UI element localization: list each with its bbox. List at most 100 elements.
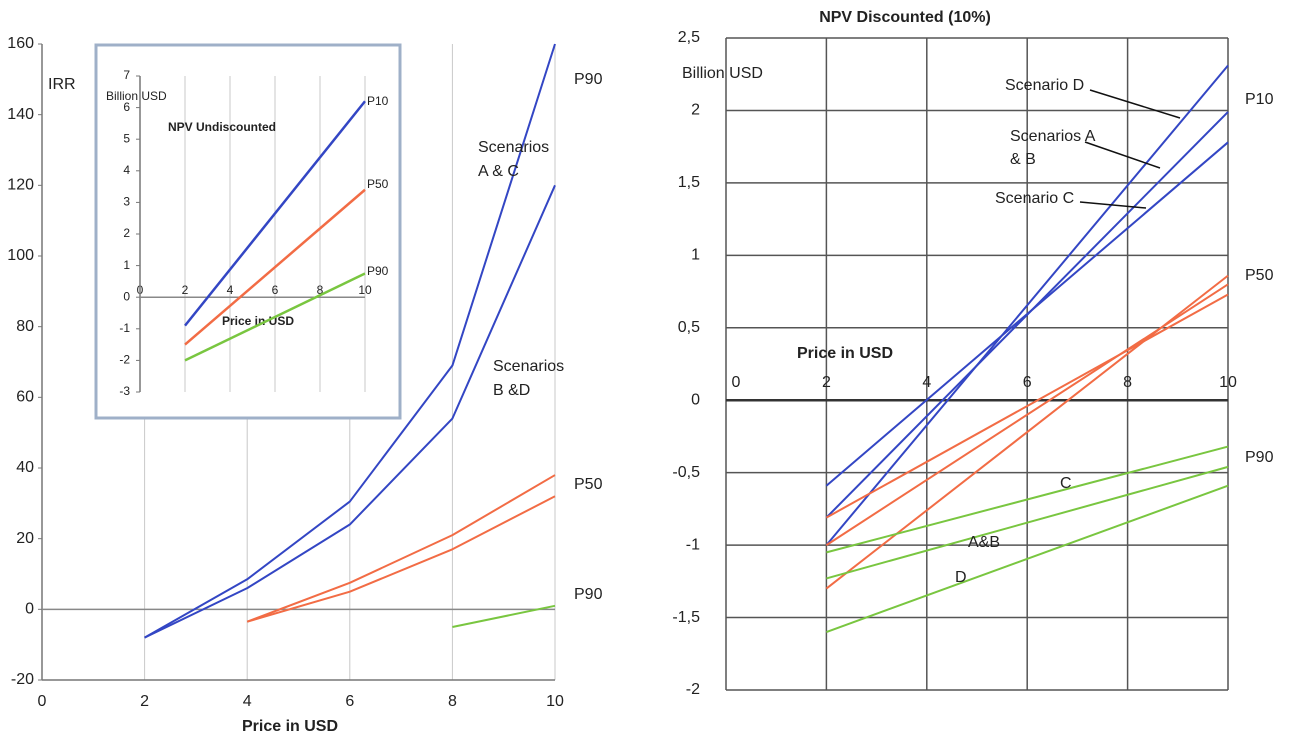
annotation: Scenario C	[995, 190, 1074, 207]
annotation: P90	[367, 264, 389, 278]
arrow	[1084, 141, 1161, 169]
inset-frame	[94, 43, 402, 420]
y-tick-label: 40	[16, 459, 34, 476]
y-tick-label: 100	[7, 247, 34, 264]
x-tick-label: 8	[1123, 374, 1132, 391]
y-tick-label: 4	[123, 163, 130, 177]
y-tick-label: -1,5	[672, 609, 700, 626]
y-tick-label: 0	[123, 289, 130, 303]
annotation: P50	[1245, 267, 1274, 284]
series-line	[826, 484, 1229, 633]
series-line	[452, 604, 556, 628]
series-line	[144, 43, 556, 639]
y-tick-label: 1,5	[678, 174, 700, 191]
annotation: D	[955, 569, 967, 586]
x-tick-label: 10	[358, 283, 372, 297]
y-tick-label: 2,5	[678, 29, 700, 46]
annotation: P90	[574, 71, 603, 88]
annotation: P50	[367, 177, 389, 191]
x-tick-label: 4	[922, 374, 931, 391]
annotation: Scenarios	[493, 358, 564, 375]
x-tick-label: 8	[317, 283, 324, 297]
series-line	[246, 474, 556, 623]
x-tick-label: 2	[182, 283, 189, 297]
annotation: P10	[367, 94, 389, 108]
y-tick-label: -0,5	[672, 464, 700, 481]
annotation: P90	[574, 586, 603, 603]
x-tick-label: 4	[243, 693, 252, 710]
axis-label: Price in USD	[797, 345, 893, 362]
y-tick-label: -2	[686, 681, 700, 698]
series-line	[246, 495, 556, 623]
series-line	[826, 445, 1229, 554]
x-tick-label: 0	[732, 374, 741, 391]
series-line	[184, 188, 366, 346]
y-tick-label: 0	[25, 601, 34, 618]
series-line	[825, 293, 1229, 519]
series-line	[825, 283, 1229, 546]
annotation: P90	[1245, 449, 1274, 466]
x-tick-label: 8	[448, 693, 457, 710]
series-line	[184, 272, 366, 362]
y-tick-label: 7	[123, 68, 130, 82]
y-tick-label: 3	[123, 195, 130, 209]
series-line	[825, 141, 1229, 487]
x-tick-label: 10	[546, 693, 564, 710]
y-tick-label: 0	[691, 391, 700, 408]
y-tick-label: 80	[16, 318, 34, 335]
y-tick-label: 6	[123, 100, 130, 114]
y-tick-label: -1	[686, 536, 700, 553]
chart-title: NPV Discounted (10%)	[819, 9, 991, 26]
npv-chart: 0 2 4 6 8 10 2,5 2 1,5 1 0,5 0 -0,5 -1 -1,5 -2 NPV Disco…	[672, 9, 1273, 698]
y-tick-label: -2	[119, 353, 130, 367]
annotation: C	[1060, 475, 1072, 492]
axis-label: Billion USD	[682, 65, 763, 82]
annotation: B &D	[493, 382, 530, 399]
axis-label: Price in USD	[242, 718, 338, 735]
x-tick-label: 6	[272, 283, 279, 297]
x-tick-label: 2	[822, 374, 831, 391]
annotation: A&B	[968, 534, 1000, 551]
y-tick-label: -20	[11, 671, 34, 688]
y-tick-label: 5	[123, 131, 130, 145]
series-line	[825, 64, 1229, 546]
series-line	[184, 100, 366, 327]
series-line	[826, 465, 1229, 580]
axis-label: IRR	[48, 76, 76, 93]
irr-chart: 0 2 4 6 8 10-20020406080100120140160IRRPrice …	[7, 35, 602, 735]
series-line	[144, 184, 556, 639]
y-tick-label: 2	[123, 226, 130, 240]
annotation: & B	[1010, 151, 1036, 168]
annotation: A & C	[478, 163, 519, 180]
x-tick-label: 6	[1023, 374, 1032, 391]
annotation: Scenario D	[1005, 77, 1084, 94]
y-tick-label: 1	[123, 258, 130, 272]
annotation: Scenarios A	[1010, 128, 1096, 145]
y-tick-label: 0,5	[678, 319, 700, 336]
chart-title: NPV Undiscounted	[168, 120, 276, 134]
y-tick-label: 2	[691, 102, 700, 119]
y-tick-label: 60	[16, 389, 34, 406]
arrow	[1089, 89, 1181, 119]
annotation: P10	[1245, 91, 1274, 108]
y-tick-label: 120	[7, 177, 34, 194]
y-tick-label: -3	[119, 384, 130, 398]
x-tick-label: 10	[1219, 374, 1237, 391]
y-tick-label: 160	[7, 35, 34, 52]
x-tick-label: 2	[140, 693, 149, 710]
annotation: P50	[574, 476, 603, 493]
x-tick-label: 4	[227, 283, 234, 297]
annotation: Scenarios	[478, 139, 549, 156]
y-tick-label: -1	[119, 321, 130, 335]
arrow	[1079, 201, 1147, 209]
axis-label: Billion USD	[106, 89, 167, 103]
y-tick-label: 20	[16, 530, 34, 547]
x-tick-label: 0	[38, 693, 47, 710]
y-tick-label: 140	[7, 106, 34, 123]
arrows	[1079, 89, 1181, 209]
y-tick-label: 1	[691, 247, 700, 264]
x-tick-label: 6	[345, 693, 354, 710]
